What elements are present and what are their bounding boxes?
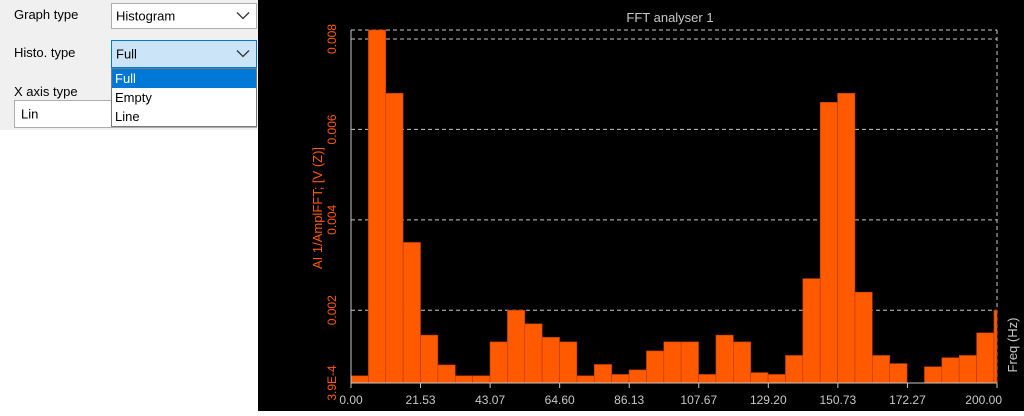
histogram-bar	[819, 102, 838, 384]
histogram-bar	[454, 375, 473, 384]
histo-option-line[interactable]: Line	[115, 109, 140, 124]
histogram-bar	[889, 363, 908, 384]
chevron-down-icon	[236, 12, 250, 20]
histogram-bar	[611, 374, 630, 384]
x-tick-label: 0.00	[339, 393, 363, 407]
x-tick-label: 107.67	[680, 393, 717, 407]
y-tick-label: 0.008	[325, 24, 339, 54]
x-tick-label: 172.27	[889, 393, 926, 407]
histogram-bar	[559, 341, 578, 384]
fft-chart: FFT analyser 1 3.9E-4 0.002 0.004 0.006 0.00…	[258, 0, 1024, 411]
graph-type-select[interactable]: Histogram	[111, 3, 257, 29]
histo-option-full[interactable]: Full	[112, 69, 256, 88]
histogram-bar	[524, 323, 543, 384]
histogram-bar	[593, 364, 612, 384]
y-tick-label: 0.002	[325, 295, 339, 325]
histo-type-dropdown: Full Empty Line	[111, 68, 257, 127]
histogram-bar	[350, 375, 369, 384]
graph-type-value: Histogram	[116, 8, 176, 24]
histogram-bar	[628, 369, 647, 384]
fft-chart-svg: FFT analyser 1 3.9E-4 0.002 0.004 0.006 0.00…	[310, 10, 1020, 407]
histogram-bar	[715, 334, 734, 384]
histogram-bar	[489, 341, 508, 384]
histogram-bar	[663, 341, 682, 384]
histogram-bar	[437, 364, 456, 384]
axes: 3.9E-4 0.002 0.004 0.006 0.008 0.00 21.53 43.07…	[325, 24, 1002, 407]
chevron-down-icon	[236, 50, 250, 58]
chart-title: FFT analyser 1	[626, 10, 713, 25]
y-axis-label: AI 1/AmplFFT; [V (Z)]	[310, 147, 325, 269]
histogram-bar	[872, 355, 890, 384]
histogram-bar	[750, 372, 769, 384]
histo-type-label: Histo. type	[14, 45, 76, 60]
histogram-bar	[385, 92, 404, 384]
histogram-bar	[507, 309, 526, 384]
x-axis-label: Freq (Hz)	[1005, 318, 1020, 373]
histogram-bar	[993, 309, 998, 384]
y-tick-label: 3.9E-4	[325, 365, 339, 401]
histogram-bar	[941, 357, 960, 384]
histogram-bar	[368, 29, 387, 384]
x-tick-label: 21.53	[406, 393, 436, 407]
settings-panel: Graph type Histogram Histo. type Full X …	[0, 0, 258, 411]
histogram-bar	[698, 374, 717, 384]
histogram-bar	[576, 375, 595, 384]
histogram-bar	[802, 278, 821, 384]
histogram-bar	[472, 375, 491, 384]
graph-type-label: Graph type	[14, 7, 79, 22]
histogram-bar	[733, 341, 751, 384]
x-tick-label: 150.73	[820, 393, 857, 407]
y-tick-label: 0.006	[325, 114, 339, 144]
histogram-bar	[420, 334, 439, 384]
x-tick-label: 129.20	[750, 393, 787, 407]
histogram-bar	[646, 350, 665, 384]
histogram-bar	[785, 355, 804, 384]
histogram-bar	[541, 337, 560, 384]
histogram-bars	[350, 29, 998, 384]
x-axis-type-label: X axis type	[14, 84, 78, 99]
histo-type-select[interactable]: Full	[111, 40, 257, 68]
x-axis-type-value: Lin	[21, 106, 39, 122]
x-tick-label: 43.07	[475, 393, 505, 407]
histogram-bar	[402, 242, 421, 384]
histogram-bar	[837, 92, 856, 384]
histogram-bar	[976, 332, 995, 384]
histogram-bar	[854, 291, 873, 384]
histogram-bar	[924, 366, 943, 384]
x-tick-label: 200.00	[965, 393, 1002, 407]
histogram-bar	[958, 355, 977, 384]
x-tick-label: 64.60	[545, 393, 575, 407]
y-tick-label: 0.004	[325, 204, 339, 234]
x-tick-label: 86.13	[614, 393, 644, 407]
histo-type-value: Full	[116, 46, 137, 62]
histogram-bar	[767, 374, 786, 384]
histogram-bar	[680, 341, 699, 384]
grid-lines	[351, 29, 998, 383]
histo-option-empty[interactable]: Empty	[115, 90, 152, 105]
